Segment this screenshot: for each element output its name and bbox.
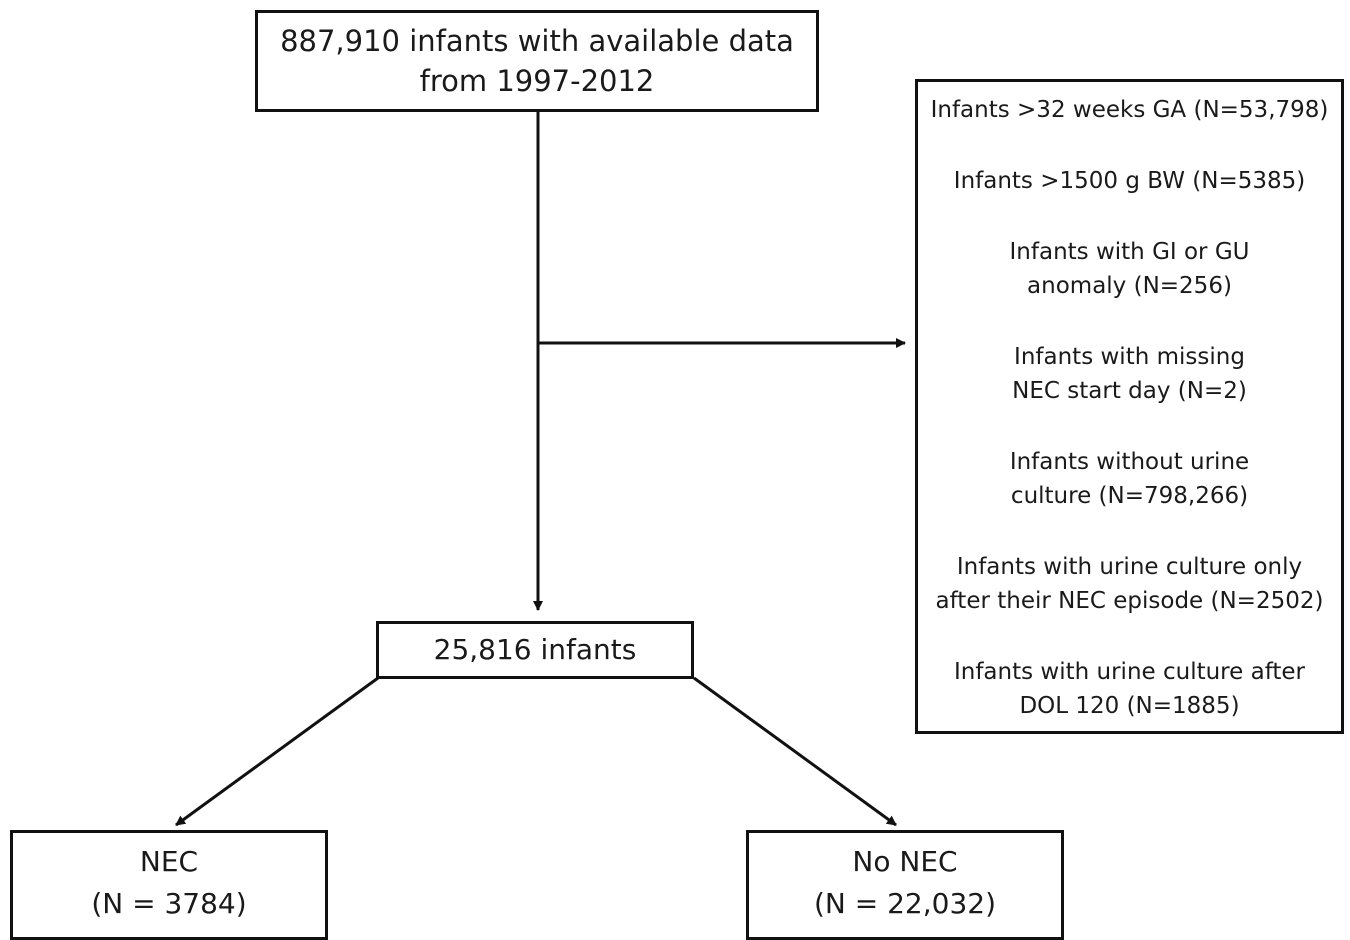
study-cohort-box: 25,816 infants	[376, 621, 694, 679]
exclusion-item-missing-nec-day: Infants with missing NEC start day (N=2)	[1012, 340, 1247, 408]
exclusion-text: culture (N=798,266)	[1010, 483, 1249, 509]
exclusion-text: Infants with GI or GU	[1009, 239, 1250, 265]
exclusion-item-no-urine-culture: Infants without urine culture (N=798,266…	[1010, 445, 1249, 513]
exclusion-text: NEC start day (N=2)	[1012, 378, 1247, 404]
connector-middle-to-no-nec	[693, 676, 897, 827]
exclusion-text: Infants without urine	[1009, 449, 1250, 475]
exclusion-item-anomaly: Infants with GI or GU anomaly (N=256)	[1010, 235, 1250, 303]
source-population-box: 887,910 infants with available data from…	[255, 10, 819, 112]
no-nec-group-box: No NEC (N = 22,032)	[746, 830, 1064, 940]
no-nec-group-count: (N = 22,032)	[813, 887, 997, 920]
exclusion-text: Infants with missing	[1014, 344, 1245, 370]
exclusion-text: Infants >1500 g BW (N=5385)	[953, 168, 1306, 194]
exclusion-item-culture-after-dol120: Infants with urine culture after DOL 120…	[954, 655, 1305, 723]
source-population-line-1: 887,910 infants with available data	[280, 24, 794, 58]
exclusion-item-culture-after-nec: Infants with urine culture only after th…	[936, 550, 1324, 618]
exclusion-text: anomaly (N=256)	[1027, 273, 1232, 299]
nec-group-box: NEC (N = 3784)	[10, 830, 328, 940]
source-population-line-2: from 1997-2012	[419, 64, 655, 98]
nec-group-count: (N = 3784)	[91, 887, 247, 920]
no-nec-group-title: No NEC	[852, 845, 958, 878]
exclusion-text: after their NEC episode (N=2502)	[935, 588, 1324, 614]
connector-middle-to-nec	[175, 676, 379, 827]
exclusion-item-ga: Infants >32 weeks GA (N=53,798)	[931, 93, 1329, 127]
exclusion-text: Infants >32 weeks GA (N=53,798)	[930, 97, 1329, 123]
exclusion-criteria-box: Infants >32 weeks GA (N=53,798) Infants …	[915, 79, 1344, 734]
study-cohort-label: 25,816 infants	[433, 633, 637, 666]
nec-group-title: NEC	[139, 845, 199, 878]
exclusion-text: Infants with urine culture after	[953, 659, 1306, 685]
exclusion-text: DOL 120 (N=1885)	[1019, 693, 1240, 719]
exclusion-text: Infants with urine culture only	[956, 554, 1303, 580]
exclusion-item-bw: Infants >1500 g BW (N=5385)	[954, 164, 1305, 198]
